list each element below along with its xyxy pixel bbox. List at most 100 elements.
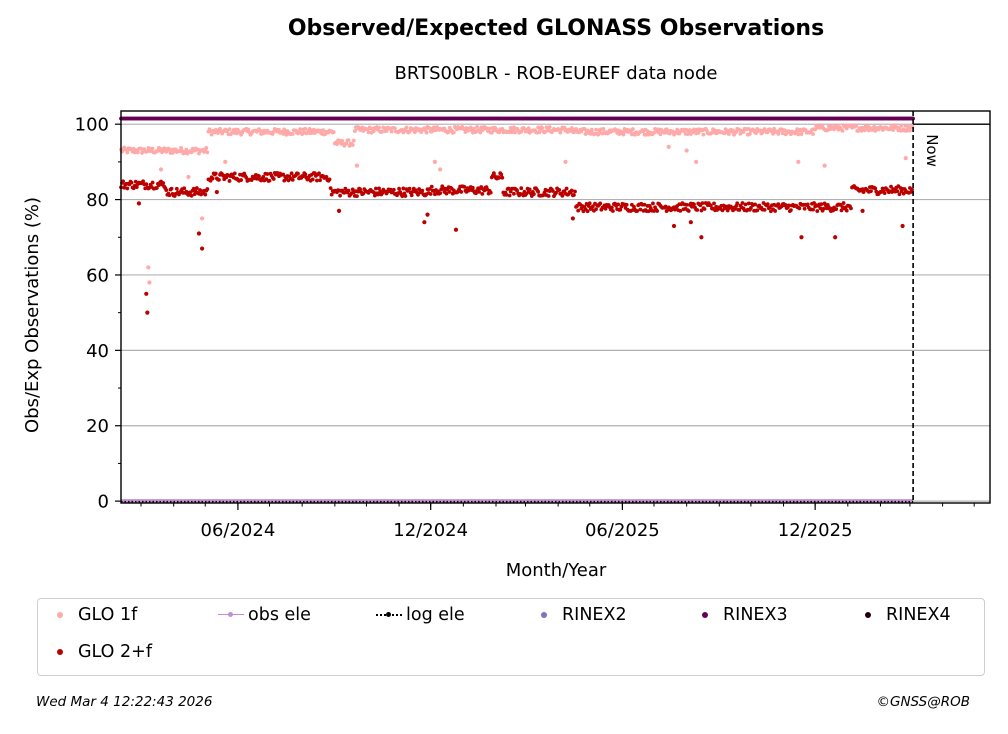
glo2f-outlier-point	[699, 235, 704, 240]
legend-item-rinex3: RINEX3	[693, 605, 788, 625]
glo1f-point	[813, 127, 818, 132]
glo2f-point	[560, 193, 565, 198]
glo2f-point	[678, 208, 683, 213]
glo2f-point	[564, 186, 569, 191]
glo2f-point	[708, 203, 713, 208]
glo2f-point	[462, 184, 467, 189]
glo1f-point	[431, 125, 436, 130]
glo1f-point	[290, 132, 295, 136]
glo2f-point	[569, 188, 574, 193]
glo2f-point	[205, 187, 210, 191]
glo2f-outlier-point	[799, 235, 804, 240]
x-tick-label: 06/2025	[585, 520, 660, 541]
glo1f-point	[321, 128, 326, 133]
chart-subtitle: BRTS00BLR - ROB-EUREF data node	[394, 63, 718, 84]
glo1f-outlier-point	[666, 144, 671, 149]
glo1f-point	[519, 129, 524, 134]
legend-item-obs-ele: obs ele	[218, 605, 311, 625]
glo2f-point	[144, 182, 149, 187]
glo1f-outlier-point	[223, 159, 228, 164]
glo2f-point	[725, 208, 730, 213]
glo2f-point	[603, 206, 608, 211]
glo2f-outlier-point	[136, 201, 142, 206]
glo2f-point	[686, 209, 691, 213]
glo2f-point	[684, 202, 689, 207]
glo2f-point	[700, 201, 705, 205]
glo2f-point	[819, 202, 824, 207]
glo2f-point	[841, 201, 846, 205]
glo1f-point	[726, 132, 731, 136]
glo1f-point	[796, 132, 801, 137]
glo1f-point	[526, 126, 531, 131]
glo1f-point	[543, 129, 548, 134]
glo2f-outlier-point	[336, 208, 342, 213]
glo2f-point	[391, 187, 396, 192]
glo1f-point	[382, 126, 387, 130]
glo1f-point	[741, 129, 746, 134]
glo2f-point	[585, 209, 590, 214]
glo1f-outlier-point	[146, 265, 151, 270]
glo2f-point	[324, 175, 329, 179]
glo1f-point	[569, 126, 574, 130]
glo2f-point	[834, 207, 839, 212]
glo1f-point	[331, 130, 336, 135]
glo1f-point	[303, 126, 308, 131]
glo1f-point	[366, 130, 371, 135]
legend-item-log-ele: log ele	[376, 605, 465, 625]
glo1f-point	[621, 132, 626, 137]
glo2f-point	[477, 189, 482, 194]
glo2f-point	[746, 201, 751, 206]
glo1f-outlier-point	[563, 159, 568, 164]
y-tick-label: 40	[86, 341, 109, 362]
glo2f-point	[257, 174, 261, 179]
glo2f-point	[743, 202, 748, 207]
glo1f-point	[701, 132, 706, 137]
glo1f-point	[820, 123, 825, 128]
glo2f-point	[182, 186, 187, 191]
glo2f-point	[210, 176, 215, 181]
legend-item-rinex4: RINEX4	[856, 605, 951, 625]
glo2f-point	[409, 193, 414, 198]
glo2f-point	[267, 178, 272, 183]
glo1f-outlier-point	[796, 159, 801, 164]
glo1f-point	[513, 130, 517, 135]
glo1f-point	[872, 124, 877, 129]
glo1f-point	[840, 128, 845, 133]
glo2f-point	[491, 171, 496, 176]
glo2f-point	[296, 171, 300, 176]
glo2f-point	[358, 187, 363, 192]
glo2f-point	[821, 206, 826, 211]
glo2f-point	[587, 201, 592, 206]
glo1f-point	[380, 129, 385, 134]
glo1f-point	[335, 142, 339, 147]
glo2f-point	[125, 186, 130, 191]
glo1f-point	[722, 131, 727, 136]
glo2f-point	[290, 177, 295, 182]
y-tick-label: 0	[98, 492, 109, 513]
glo2f-point	[532, 192, 536, 196]
glo2f-point	[753, 202, 758, 207]
glo1f-point	[540, 126, 545, 130]
glo1f-outlier-point	[158, 167, 164, 172]
glo2f-point	[482, 188, 487, 193]
glo1f-outlier-point	[903, 156, 908, 161]
glo2f-point	[663, 204, 668, 209]
y-axis-label: Obs/Exp Observations (%)	[22, 197, 43, 433]
glo1f-point	[427, 126, 432, 130]
glo2f-point	[429, 184, 434, 189]
glo2f-point	[338, 193, 342, 198]
glo2f-point	[797, 206, 802, 211]
glo2f-point	[802, 206, 807, 211]
legend-label-glo1f: GLO 1f	[78, 605, 138, 625]
glo2f-point	[150, 180, 155, 185]
glo2f-point	[497, 175, 502, 180]
glo2f-point	[546, 194, 551, 198]
glo2f-point	[576, 208, 581, 213]
glo1f-point	[685, 132, 690, 137]
glo1f-point	[547, 125, 552, 129]
glo2f-point	[239, 178, 243, 182]
glo2f-point	[737, 208, 742, 212]
glo2f-point	[506, 186, 511, 191]
y-tick-label: 80	[86, 190, 109, 211]
glo2f-point	[401, 186, 406, 191]
